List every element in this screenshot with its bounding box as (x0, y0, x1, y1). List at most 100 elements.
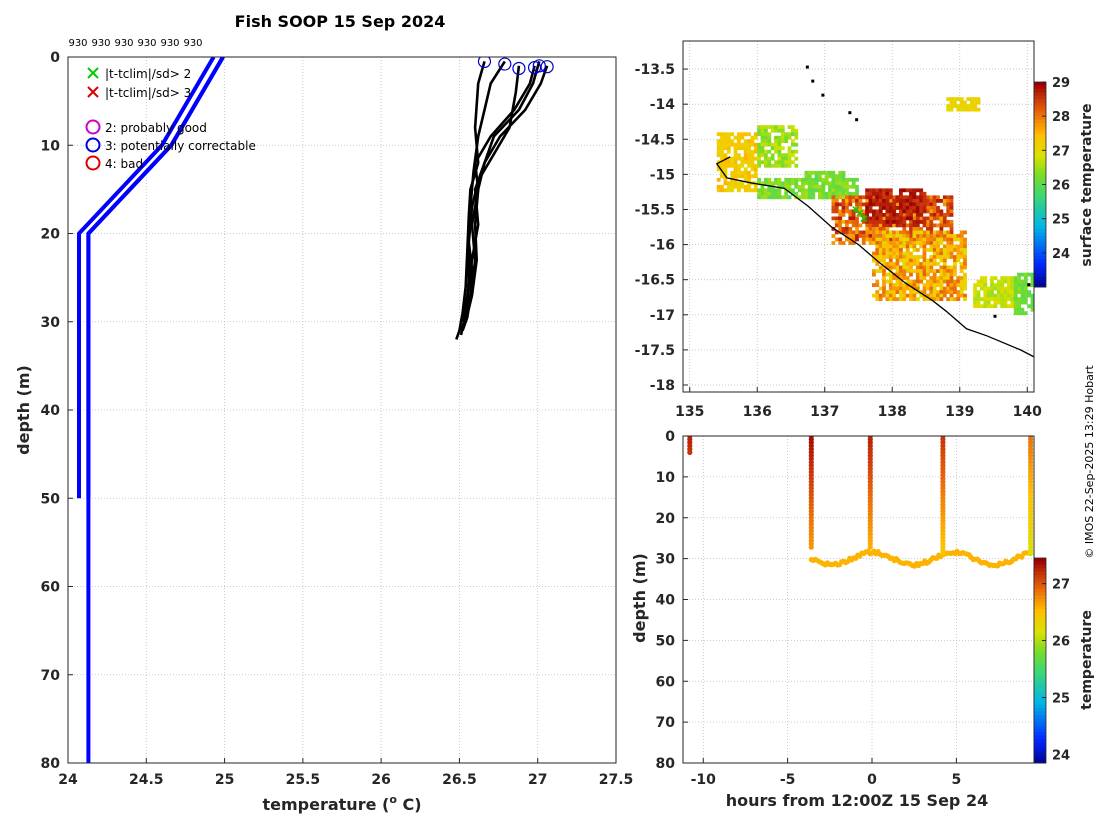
sst-cell (909, 206, 913, 210)
sst-cell (909, 279, 913, 284)
sst-cell (963, 258, 967, 263)
sst-cell (726, 188, 731, 193)
sst-cell (878, 213, 883, 217)
sst-cell (764, 125, 768, 129)
sst-cell (834, 216, 839, 221)
sst-cell (1030, 300, 1034, 305)
sst-cell (922, 195, 927, 200)
y-tick-label: 40 (656, 593, 676, 609)
drop-number: 930 (114, 38, 133, 49)
sst-cell (929, 244, 934, 249)
sst-cell (1030, 307, 1034, 312)
sst-cell (983, 279, 988, 284)
sst-cell (882, 258, 886, 263)
sst-cell (959, 286, 964, 291)
sst-cell (915, 213, 920, 217)
sst-cell (743, 188, 748, 193)
sst-cell (892, 213, 897, 217)
sst-cell (919, 241, 924, 245)
sst-cell (760, 132, 765, 137)
sst-cell (774, 139, 778, 144)
sst-cell (899, 237, 903, 242)
sst-cell (915, 262, 920, 266)
sst-cell (750, 135, 755, 140)
sst-cell (963, 276, 967, 280)
sst-cell (939, 220, 944, 224)
sst-cell (851, 223, 856, 228)
sst-cell (892, 202, 897, 207)
sst-cell (878, 191, 883, 196)
colorbar-segment (1034, 283, 1046, 288)
sst-cell (888, 202, 893, 207)
sst-cell (963, 248, 967, 252)
colorbar-segment (1034, 201, 1046, 206)
sst-cell (929, 283, 934, 287)
sst-cell (1020, 290, 1025, 294)
sst-cell (878, 269, 883, 273)
y-tick-label: 0 (665, 429, 675, 445)
sst-cell (753, 184, 758, 189)
colorbar-segment (1034, 187, 1046, 192)
sst-cell (926, 220, 930, 224)
sst-cell (757, 177, 761, 182)
sst-cell (980, 276, 984, 280)
sst-cell (855, 230, 859, 235)
sst-cells (716, 97, 1034, 316)
sst-cell (834, 202, 839, 207)
sst-cell (861, 202, 866, 207)
sst-cell (1017, 279, 1021, 284)
sst-cell (895, 195, 900, 200)
sst-cell (892, 237, 897, 242)
sst-cell (760, 125, 765, 129)
sst-cell (848, 177, 853, 182)
sst-cell (946, 209, 951, 214)
sst-cell (946, 206, 951, 210)
sst-cell (845, 188, 849, 193)
sst-cell (868, 209, 873, 214)
sst-cell (996, 293, 1001, 298)
sst-cell (895, 237, 900, 242)
colorbar-segment (1034, 711, 1046, 716)
sst-cell (777, 139, 782, 144)
sst-cell (804, 170, 809, 175)
sst-cell (932, 297, 937, 301)
sst-cell (1030, 279, 1034, 284)
colorbar-segment (1034, 698, 1046, 702)
sst-cell (737, 153, 741, 158)
sst-cell (892, 216, 897, 221)
sst-cell (1017, 311, 1021, 316)
sst-cell (841, 227, 846, 231)
sst-cell (902, 251, 907, 256)
cast-point (1028, 551, 1034, 557)
sst-cell (750, 142, 755, 147)
sst-cell (986, 286, 991, 291)
sst-cell (726, 132, 731, 137)
colorbar-segment (1034, 160, 1046, 165)
sst-cell (885, 293, 890, 298)
sst-cell (922, 244, 927, 249)
sst-cell (983, 290, 988, 294)
sst-cell (851, 237, 856, 242)
sst-cell (953, 248, 957, 252)
map-y-ticks: -13.5-14-14.5-15-15.5-16-16.5-17-17.5-18 (635, 62, 688, 394)
sst-cell (926, 283, 930, 287)
sst-cell (932, 258, 937, 263)
sst-cell (838, 213, 843, 217)
y-tick-label: 20 (41, 227, 61, 243)
x-tick-label: 135 (675, 404, 704, 420)
sst-cell (777, 184, 782, 189)
sst-cell (875, 290, 880, 294)
sst-cell (909, 269, 913, 273)
y-tick-label: 80 (41, 756, 61, 772)
sst-cell (895, 206, 900, 210)
sst-cell (946, 97, 951, 101)
sst-cell (1000, 276, 1005, 280)
sst-cell (1030, 272, 1034, 277)
colorbar-segment (1034, 670, 1046, 675)
sst-cell (767, 160, 772, 165)
sst-cell (899, 276, 903, 280)
sst-cell (1007, 304, 1011, 309)
sst-cell (986, 290, 991, 294)
sst-cell (990, 283, 994, 287)
sst-cell (774, 177, 778, 182)
